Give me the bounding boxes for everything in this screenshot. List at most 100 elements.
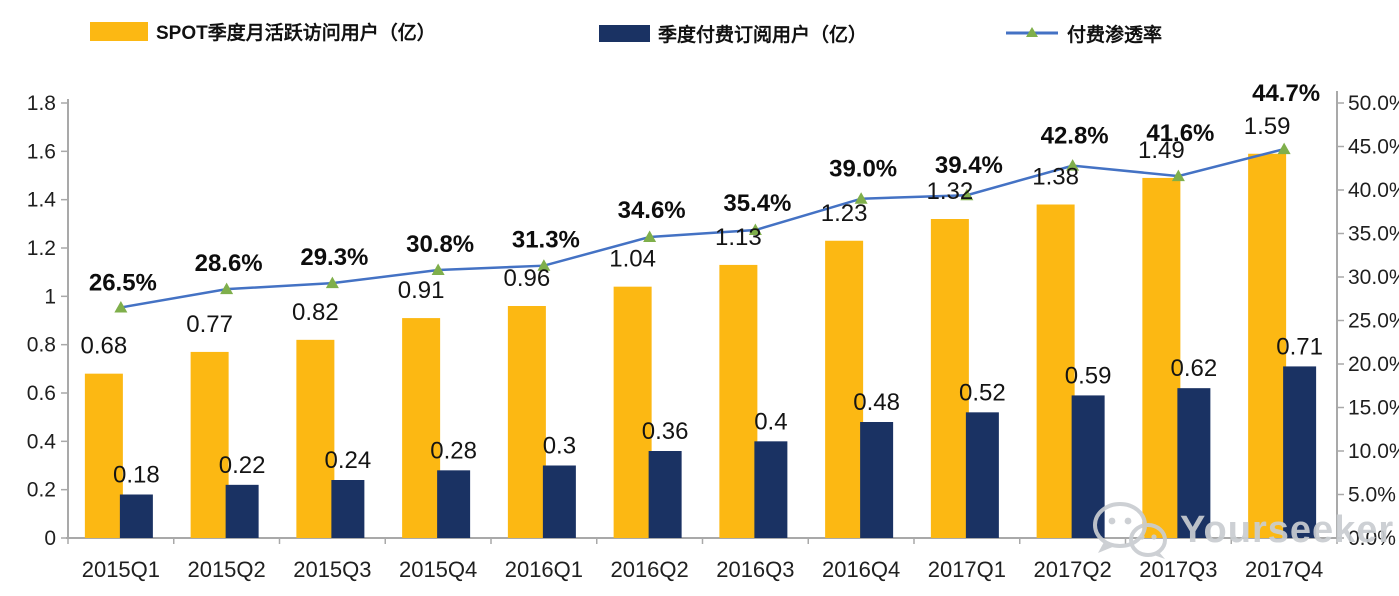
subs-bar-label: 0.52: [959, 379, 1006, 406]
left-axis-tick-label: 1.8: [27, 92, 56, 115]
subs-bar-label: 0.18: [113, 462, 160, 489]
penetration-marker: [643, 230, 657, 242]
penetration-marker: [114, 300, 128, 313]
x-tick-label: 2015Q1: [82, 557, 160, 582]
right-axis-tick-label: 20.0%: [1348, 353, 1399, 376]
subs-bar: [331, 480, 365, 538]
mau-bar: [1036, 204, 1075, 538]
penetration-point-label: 35.4%: [723, 190, 791, 217]
penetration-marker: [748, 223, 762, 236]
subs-bar: [225, 484, 259, 538]
left-axis-tick-label: 0.2: [27, 479, 56, 502]
penetration-line: [120, 147, 1285, 309]
x-tick-label: 2015Q2: [187, 557, 265, 582]
x-tick-label: 2017Q2: [1033, 557, 1111, 582]
left-axis-tick-label: 1.4: [27, 189, 57, 212]
subs-bar: [648, 451, 682, 538]
left-axis-tick-label: 0: [44, 527, 56, 550]
subs-bar-swatch-icon: [599, 24, 650, 42]
x-tick-label: 2016Q2: [610, 557, 688, 582]
mau-bar-label: 1.49: [1138, 137, 1185, 164]
mau-bar: [1142, 177, 1181, 538]
mau-bar: [930, 219, 969, 538]
right-axis-tick-label: 45.0%: [1348, 136, 1399, 159]
left-axis-tick-label: 0.4: [27, 430, 57, 453]
subs-bar-label: 0.71: [1276, 333, 1323, 360]
penetration-marker: [325, 276, 339, 289]
mau-bar: [1248, 153, 1287, 538]
mau-bar: [84, 373, 123, 538]
subs-bar: [1071, 395, 1105, 538]
right-axis-tick-label: 0.0%: [1348, 527, 1396, 550]
legend-item-subs: 季度付费订阅用户（亿）: [599, 20, 867, 46]
mau-bar-label: 1.32: [927, 178, 974, 205]
penetration-point-label: 42.8%: [1041, 123, 1109, 150]
penetration-marker: [220, 282, 234, 295]
right-axis-tick-label: 25.0%: [1348, 310, 1399, 333]
x-tick-label: 2017Q4: [1245, 557, 1323, 582]
subs-bar-label: 0.62: [1171, 355, 1218, 382]
penetration-marker: [854, 192, 868, 204]
right-axis-tick-label: 40.0%: [1348, 179, 1399, 202]
subs-bar-label: 0.28: [430, 437, 477, 464]
mau-bar-label: 0.96: [504, 265, 551, 292]
x-tick-label: 2017Q1: [928, 557, 1006, 582]
penetration-point-label: 30.8%: [406, 231, 474, 258]
penetration-point-label: 41.6%: [1146, 120, 1214, 147]
mau-bar-label: 1.59: [1244, 113, 1291, 140]
penetration-marker: [537, 259, 551, 271]
mau-bar-label: 0.77: [186, 311, 233, 338]
penetration-marker: [1066, 159, 1080, 171]
x-tick-label: 2017Q3: [1139, 557, 1217, 582]
x-tick-label: 2016Q1: [505, 557, 583, 582]
legend-label-subs: 季度付费订阅用户（亿）: [658, 24, 868, 46]
subs-bar: [542, 465, 576, 538]
mau-bar-label: 1.04: [609, 246, 656, 273]
mau-bar-label: 1.23: [821, 200, 868, 227]
mau-bar: [825, 240, 864, 538]
mau-bar-label: 0.91: [398, 277, 445, 304]
left-axis-tick-label: 1.6: [27, 140, 56, 163]
subs-bar: [860, 422, 894, 538]
penetration-point-label: 28.6%: [195, 250, 263, 277]
legend-item-penetration: 付费渗透率: [1005, 20, 1162, 46]
subs-bar-label: 0.59: [1065, 362, 1112, 389]
subs-bar: [965, 412, 999, 538]
subs-bar: [754, 441, 788, 538]
x-tick-label: 2015Q4: [399, 557, 477, 582]
penetration-marker: [960, 188, 974, 201]
penetration-point-label: 39.0%: [829, 156, 897, 183]
x-tick-label: 2016Q3: [716, 557, 794, 582]
right-axis-tick-label: 10.0%: [1348, 440, 1399, 463]
subs-bar: [1283, 366, 1317, 538]
penetration-point-label: 26.5%: [89, 269, 157, 296]
x-tick-label: 2016Q4: [822, 557, 900, 582]
subs-bar-label: 0.3: [543, 433, 576, 460]
penetration-point-label: 39.4%: [935, 152, 1003, 179]
mau-bar-swatch-icon: [90, 21, 148, 41]
subs-bar: [437, 470, 471, 538]
penetration-marker: [1171, 169, 1185, 182]
mau-bar-label: 1.38: [1032, 164, 1079, 191]
left-axis-tick-label: 0.6: [27, 382, 56, 405]
penetration-point-label: 44.7%: [1252, 80, 1320, 107]
right-axis-tick-label: 5.0%: [1348, 484, 1396, 507]
mau-bar-label: 0.82: [292, 299, 339, 326]
mau-bar: [190, 351, 229, 538]
mau-bar: [507, 306, 546, 538]
left-axis-tick-label: 1: [44, 285, 56, 308]
x-tick-label: 2015Q3: [293, 557, 371, 582]
mau-bar: [613, 286, 652, 538]
mau-bar: [296, 339, 335, 538]
subs-bar: [1177, 388, 1211, 538]
subs-bar-label: 0.22: [219, 452, 266, 479]
penetration-marker: [431, 263, 445, 276]
subs-bar-label: 0.48: [853, 389, 900, 416]
legend-label-penetration: 付费渗透率: [1067, 24, 1163, 46]
mau-bar: [402, 318, 441, 538]
left-axis-tick-label: 1.2: [27, 237, 56, 260]
subs-bar: [119, 494, 153, 538]
subs-bar-label: 0.24: [325, 447, 372, 474]
